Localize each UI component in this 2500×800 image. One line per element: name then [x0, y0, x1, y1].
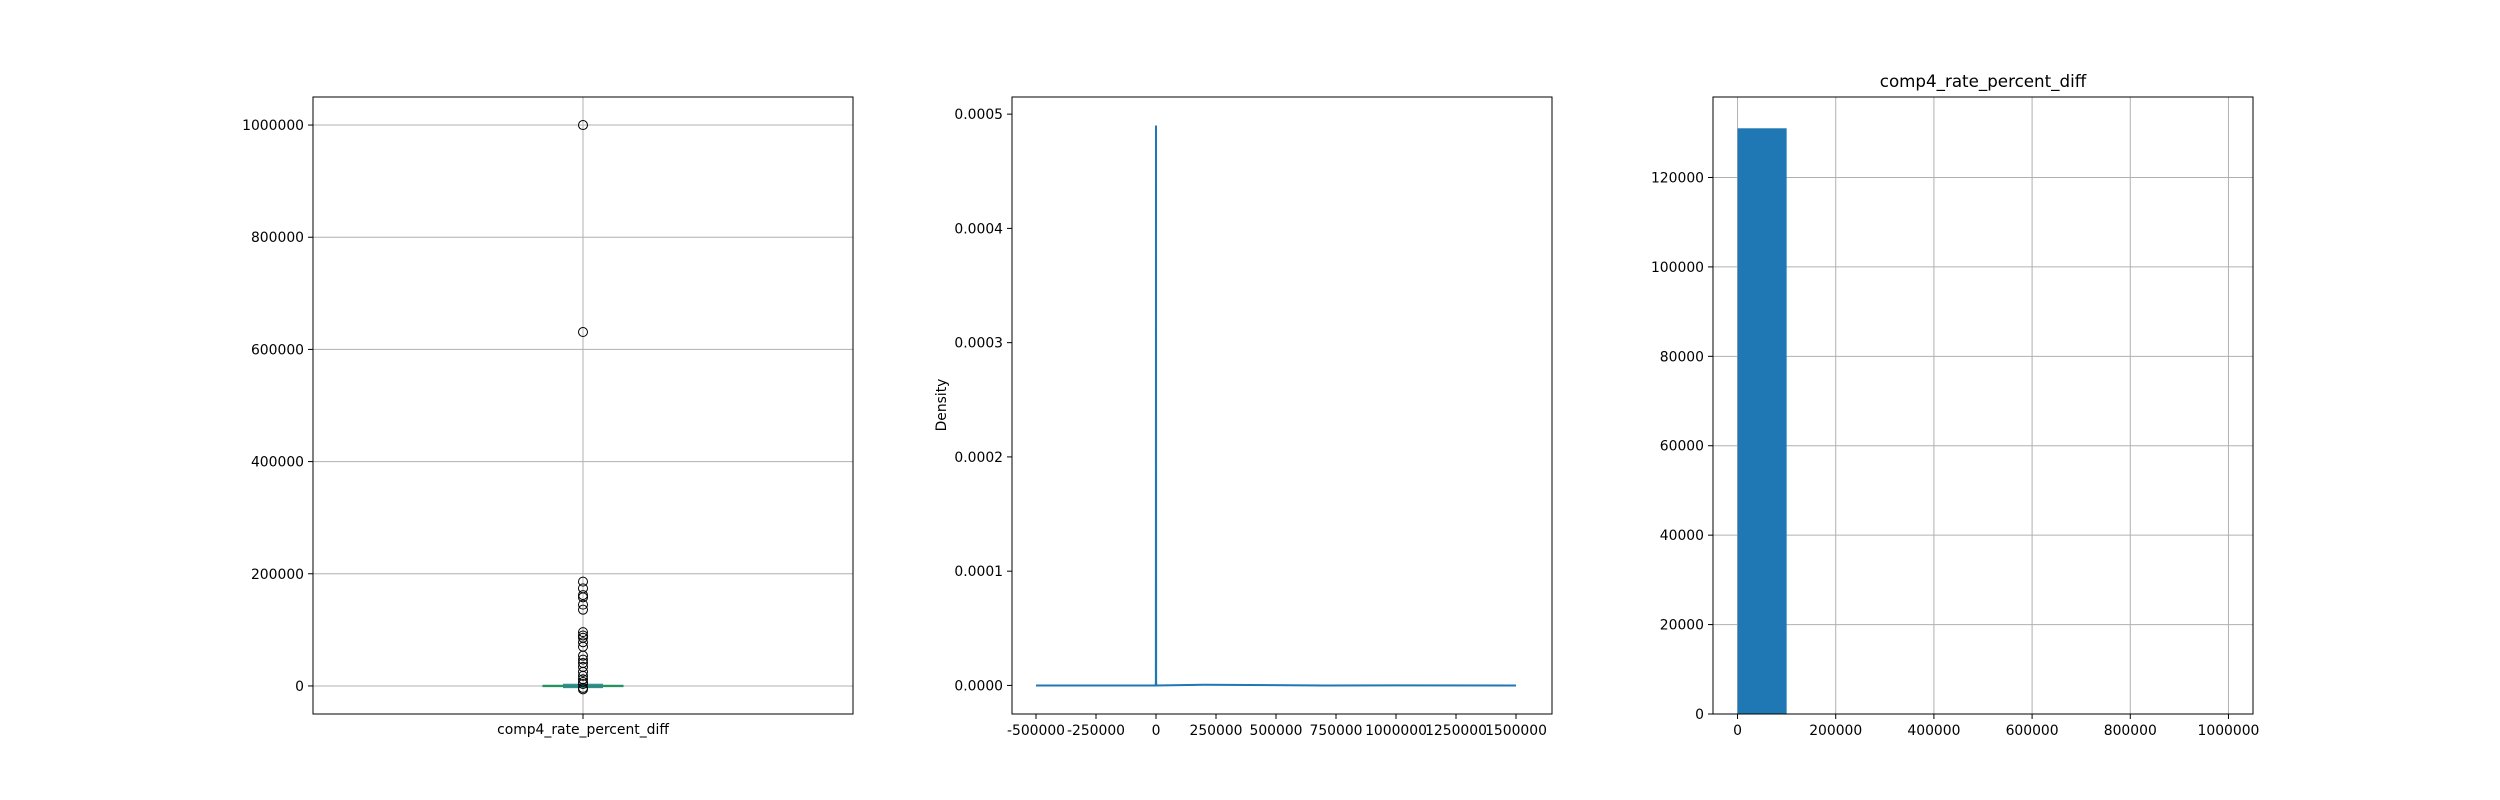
- histogram-x-tick-label: 200000: [1809, 723, 1862, 739]
- density-ticks: 0.0000 0.0001 0.0002 0.0003 0.0004 0.0005 -500…: [954, 107, 1547, 739]
- histogram-y-tick-label: 20000: [1660, 618, 1704, 634]
- boxplot-outlier: [578, 650, 588, 661]
- density-x-tick-label: 500000: [1249, 723, 1302, 739]
- density-marks: [1036, 125, 1517, 687]
- histogram-grid: [1713, 97, 2253, 715]
- boxplot-outlier: [578, 670, 588, 681]
- boxplot-y-ticks: 0 200000 400000 600000 800000 1000000: [242, 118, 584, 719]
- density-x-tick-label: 1500000: [1485, 723, 1547, 739]
- boxplot-outlier: [578, 592, 588, 603]
- boxplot-outlier: [578, 599, 588, 610]
- boxplot-outlier: [578, 630, 588, 641]
- boxplot-y-tick-label: 1000000: [242, 118, 304, 134]
- density-x-tick-label: -250000: [1067, 723, 1125, 739]
- histogram-marks: [1737, 128, 2229, 714]
- boxplot-outlier: [578, 678, 588, 689]
- density-x-tick-label: 250000: [1189, 723, 1242, 739]
- density-frame: [1011, 96, 1553, 715]
- boxplot-outlier: [578, 590, 588, 601]
- boxplot-grid: [313, 97, 853, 714]
- histogram-y-tick-label: 80000: [1660, 349, 1704, 365]
- histogram-y-tick-label: 100000: [1651, 260, 1704, 276]
- histogram-x-tick-label: 400000: [1907, 723, 1960, 739]
- boxplot-y-tick-label: 200000: [251, 567, 304, 583]
- histogram-x-tick-label: 1000000: [2198, 723, 2260, 739]
- histogram-frame: [1712, 96, 2254, 715]
- boxplot-frame: [312, 96, 854, 715]
- density-y-axis-label: Density: [934, 379, 950, 432]
- density-x-tick-label: 750000: [1309, 723, 1362, 739]
- histogram-y-tick-label: 120000: [1651, 170, 1704, 186]
- histogram-x-tick-label: 800000: [2104, 723, 2157, 739]
- density-x-tick-label: 1250000: [1425, 723, 1487, 739]
- density-y-tick-label: 0.0004: [954, 221, 1003, 237]
- boxplot-y-tick-label: 400000: [251, 455, 304, 471]
- histogram-panel: 0 20000 40000 60000 80000 100000 120000 0 200000…: [1651, 71, 2259, 739]
- boxplot-outlier: [578, 327, 588, 338]
- boxplot-marks: [542, 120, 624, 695]
- density-panel: 0.0000 0.0001 0.0002 0.0003 0.0004 0.0005 -500…: [934, 96, 1553, 739]
- boxplot-outlier: [578, 684, 588, 695]
- histogram-x-tick-label: 0: [1733, 723, 1742, 739]
- histogram-x-tick-label: 600000: [2006, 723, 2059, 739]
- density-y-tick-label: 0.0003: [954, 336, 1003, 352]
- density-y-tick-label: 0.0002: [954, 450, 1003, 466]
- density-x-tick-label: 0: [1152, 723, 1161, 739]
- boxplot-outlier: [578, 666, 588, 677]
- boxplot-outlier: [578, 576, 588, 587]
- boxplot-outlier: [578, 637, 588, 648]
- histogram-bar: [1737, 128, 1787, 714]
- boxplot-outlier: [578, 604, 588, 615]
- boxplot-y-tick-label: 800000: [251, 230, 304, 246]
- boxplot-category-label: comp4_rate_percent_diff: [497, 722, 669, 738]
- density-series-line: [1036, 125, 1517, 687]
- histogram-y-tick-label: 40000: [1660, 528, 1704, 544]
- density-y-tick-label: 0.0000: [954, 678, 1003, 694]
- histogram-ticks: 0 20000 40000 60000 80000 100000 120000 0 200000…: [1651, 170, 2259, 739]
- boxplot-outlier: [578, 654, 588, 665]
- density-y-tick-label: 0.0001: [954, 564, 1003, 580]
- boxplot-y-tick-label: 0: [295, 679, 304, 695]
- boxplot-outlier: [578, 627, 588, 638]
- boxplot-y-tick-label: 600000: [251, 342, 304, 358]
- histogram-y-tick-label: 60000: [1660, 439, 1704, 455]
- density-x-tick-label: 1000000: [1365, 723, 1427, 739]
- histogram-y-tick-label: 0: [1695, 707, 1704, 723]
- boxplot-panel: 0 200000 400000 600000 800000 1000000 comp4_r…: [242, 96, 854, 738]
- density-y-tick-label: 0.0005: [954, 107, 1003, 123]
- boxplot-outlier: [578, 120, 588, 131]
- histogram-title: comp4_rate_percent_diff: [1880, 71, 2087, 92]
- density-x-tick-label: -500000: [1007, 723, 1065, 739]
